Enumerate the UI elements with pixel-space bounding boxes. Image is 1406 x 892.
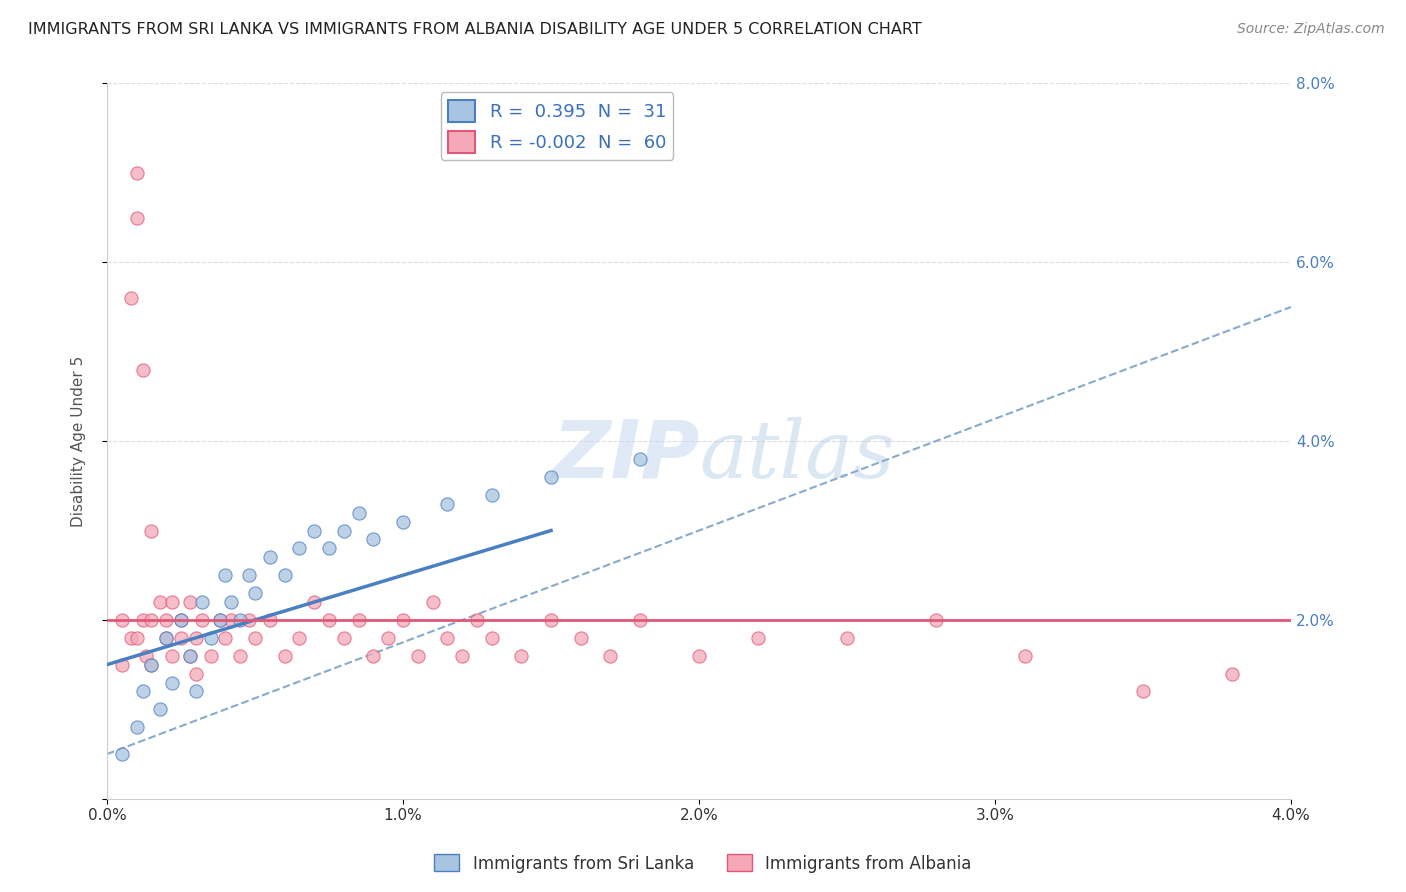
Point [131, 684, 153, 698]
Point [238, 568, 260, 582]
Point [392, 613, 415, 627]
Point [333, 524, 356, 538]
Point [229, 613, 252, 627]
Point [238, 613, 260, 627]
Point [259, 613, 281, 627]
Point [347, 613, 370, 627]
Point [149, 595, 172, 609]
Point [1014, 648, 1036, 663]
Point [273, 648, 295, 663]
Point [333, 631, 356, 645]
Point [184, 684, 207, 698]
Point [259, 550, 281, 565]
Point [304, 595, 326, 609]
Point [288, 631, 311, 645]
Point [120, 631, 142, 645]
Point [363, 533, 385, 547]
Point [406, 648, 429, 663]
Point [135, 648, 157, 663]
Point [179, 648, 201, 663]
Point [481, 631, 503, 645]
Point [481, 488, 503, 502]
Point [436, 631, 458, 645]
Point [243, 631, 266, 645]
Point [510, 648, 533, 663]
Point [170, 631, 193, 645]
Point [392, 515, 415, 529]
Point [191, 595, 214, 609]
Point [925, 613, 948, 627]
Point [179, 648, 201, 663]
Point [208, 613, 231, 627]
Point [160, 595, 183, 609]
Point [155, 631, 177, 645]
Point [599, 648, 621, 663]
Point [221, 613, 243, 627]
Point [184, 631, 207, 645]
Point [179, 595, 201, 609]
Point [540, 470, 562, 484]
Point [628, 452, 651, 467]
Point [191, 613, 214, 627]
Point [1132, 684, 1154, 698]
Point [243, 586, 266, 600]
Point [304, 524, 326, 538]
Point [160, 648, 183, 663]
Point [125, 211, 148, 225]
Point [436, 497, 458, 511]
Point [131, 362, 153, 376]
Point [149, 702, 172, 716]
Text: Source: ZipAtlas.com: Source: ZipAtlas.com [1237, 22, 1385, 37]
Point [125, 631, 148, 645]
Text: atlas: atlas [699, 417, 894, 494]
Point [347, 506, 370, 520]
Point [141, 524, 163, 538]
Text: IMMIGRANTS FROM SRI LANKA VS IMMIGRANTS FROM ALBANIA DISABILITY AGE UNDER 5 CORR: IMMIGRANTS FROM SRI LANKA VS IMMIGRANTS … [28, 22, 922, 37]
Point [465, 613, 488, 627]
Point [170, 613, 193, 627]
Point [318, 613, 340, 627]
Point [120, 291, 142, 305]
Point [318, 541, 340, 556]
Point [229, 648, 252, 663]
Point [125, 720, 148, 734]
Point [141, 613, 163, 627]
Point [141, 657, 163, 672]
Point [835, 631, 858, 645]
Point [273, 568, 295, 582]
Y-axis label: Disability Age Under 5: Disability Age Under 5 [72, 356, 86, 526]
Point [422, 595, 444, 609]
Point [214, 568, 236, 582]
Point [747, 631, 769, 645]
Point [288, 541, 311, 556]
Point [377, 631, 399, 645]
Text: ZIP: ZIP [551, 417, 699, 494]
Point [688, 648, 710, 663]
Point [184, 666, 207, 681]
Point [111, 747, 134, 761]
Legend: R =  0.395  N =  31, R = -0.002  N =  60: R = 0.395 N = 31, R = -0.002 N = 60 [441, 93, 673, 160]
Point [200, 648, 222, 663]
Point [363, 648, 385, 663]
Point [569, 631, 592, 645]
Point [111, 657, 134, 672]
Point [155, 613, 177, 627]
Point [111, 613, 134, 627]
Point [170, 613, 193, 627]
Point [628, 613, 651, 627]
Point [221, 595, 243, 609]
Legend: Immigrants from Sri Lanka, Immigrants from Albania: Immigrants from Sri Lanka, Immigrants fr… [427, 847, 979, 880]
Point [451, 648, 474, 663]
Point [200, 631, 222, 645]
Point [131, 613, 153, 627]
Point [160, 675, 183, 690]
Point [141, 657, 163, 672]
Point [125, 166, 148, 180]
Point [1220, 666, 1243, 681]
Point [155, 631, 177, 645]
Point [208, 613, 231, 627]
Point [540, 613, 562, 627]
Point [214, 631, 236, 645]
